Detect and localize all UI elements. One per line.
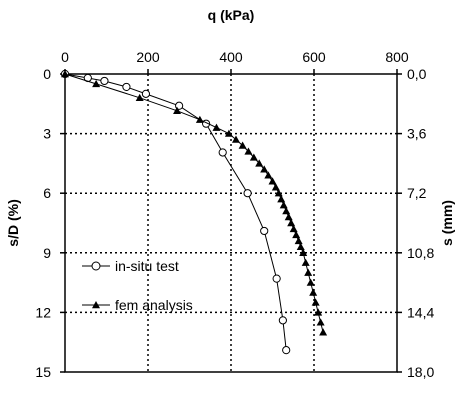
data-point xyxy=(268,177,277,185)
data-point xyxy=(311,298,320,306)
data-point xyxy=(287,219,296,227)
data-point xyxy=(243,189,252,198)
data-point xyxy=(314,308,323,316)
x-tick-label: 400 xyxy=(219,49,243,65)
data-point xyxy=(135,93,144,102)
data-point xyxy=(212,123,221,131)
y-right-tick-label: 0,0 xyxy=(407,66,427,82)
series-fem-analysis xyxy=(61,70,328,336)
data-point xyxy=(278,316,287,325)
data-point xyxy=(284,213,293,221)
x-tick-label: 0 xyxy=(61,49,69,65)
data-point xyxy=(218,148,227,157)
data-point xyxy=(100,76,109,86)
data-point xyxy=(122,82,131,92)
y-right-tick-label: 14,4 xyxy=(407,304,434,320)
data-point xyxy=(299,248,308,256)
data-point xyxy=(282,207,291,215)
data-point xyxy=(272,274,281,283)
y-left-tick-label: 9 xyxy=(43,245,51,261)
data-point xyxy=(292,230,301,239)
data-point xyxy=(92,79,101,88)
x-tick-label: 200 xyxy=(136,49,160,65)
data-point xyxy=(255,159,264,167)
x-tick-label: 800 xyxy=(385,49,409,65)
ticks: 0 200 400 600 800 0 3 6 9 12 15 0,0 3,6 7,2 10,8 14,4 18… xyxy=(35,49,434,380)
data-point xyxy=(195,115,204,123)
series-in-situ-test xyxy=(60,69,291,355)
data-point xyxy=(271,183,280,191)
data-point xyxy=(306,278,315,286)
legend-label-in-situ: in-situ test xyxy=(115,258,179,274)
data-point xyxy=(260,165,269,173)
data-point xyxy=(260,226,269,236)
y-left-tick-label: 15 xyxy=(35,364,51,380)
y-left-tick-label: 12 xyxy=(35,304,51,320)
grid xyxy=(65,74,397,372)
y-right-tick-label: 7,2 xyxy=(407,185,427,201)
data-point xyxy=(264,171,273,179)
y-axis-right-title: s (mm) xyxy=(439,200,455,246)
data-point xyxy=(231,135,240,143)
data-point xyxy=(173,106,182,114)
data-point xyxy=(301,258,310,266)
data-point xyxy=(289,224,298,233)
series xyxy=(60,69,328,355)
y-left-tick-label: 3 xyxy=(43,126,51,142)
x-tick-label: 600 xyxy=(302,49,326,65)
data-point xyxy=(141,89,151,98)
data-point xyxy=(304,268,313,276)
y-right-tick-label: 3,6 xyxy=(407,126,427,142)
data-point xyxy=(224,129,233,137)
y-left-tick-label: 6 xyxy=(43,185,51,201)
data-point xyxy=(282,346,291,355)
data-point xyxy=(319,328,328,336)
legend-label-fem: fem analysis xyxy=(115,297,193,313)
data-point xyxy=(309,288,318,296)
legend: in-situ test fem analysis xyxy=(82,258,193,313)
data-point xyxy=(249,153,258,161)
legend-marker-fem xyxy=(92,301,100,309)
data-point xyxy=(279,201,288,209)
data-point xyxy=(244,147,253,155)
data-point xyxy=(294,236,303,245)
plot-frame xyxy=(64,73,398,373)
data-point xyxy=(274,189,283,197)
y-right-tick-label: 18,0 xyxy=(407,364,434,380)
y-axis-left-title: s/D (%) xyxy=(5,199,21,246)
data-point xyxy=(277,195,286,203)
data-point xyxy=(296,242,305,251)
data-point xyxy=(61,70,69,78)
y-left-tick-label: 0 xyxy=(43,66,51,82)
data-point xyxy=(316,318,325,326)
y-right-tick-label: 10,8 xyxy=(407,245,434,261)
data-point xyxy=(238,141,247,149)
legend-marker-in-situ xyxy=(91,261,101,271)
x-axis-title: q (kPa) xyxy=(208,7,255,23)
